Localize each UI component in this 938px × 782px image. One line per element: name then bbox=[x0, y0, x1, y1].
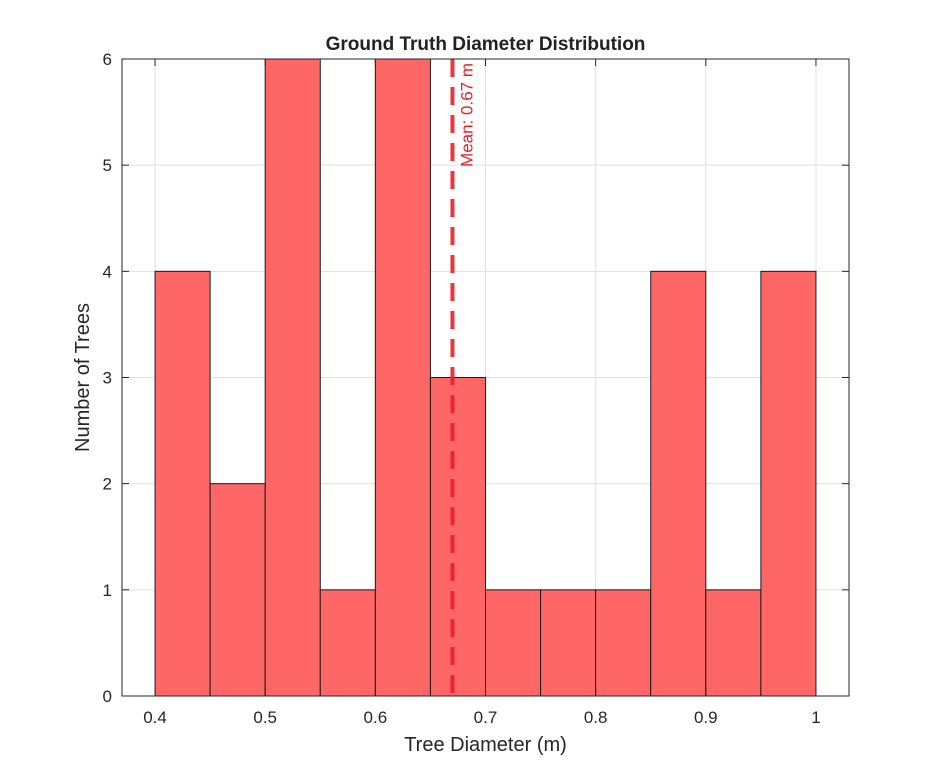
y-tick-label-6: 6 bbox=[103, 50, 112, 69]
x-tick-label-0: 0.4 bbox=[143, 708, 167, 727]
y-tick-label-5: 5 bbox=[103, 156, 112, 175]
y-tick-label-2: 2 bbox=[103, 475, 112, 494]
y-tick-label-4: 4 bbox=[103, 262, 112, 281]
histogram-bar-2 bbox=[264, 58, 321, 697]
x-tick-label-1: 0.5 bbox=[253, 708, 277, 727]
histogram-bar-6 bbox=[485, 589, 542, 697]
axis-ticks: 0.4 0.5 0.6 0.7 0.8 0.9 1 0 1 2 3 4 5 6 bbox=[103, 50, 849, 727]
histogram-bar-9 bbox=[650, 270, 707, 697]
y-tick-label-3: 3 bbox=[103, 369, 112, 388]
histogram-bar-1 bbox=[209, 483, 266, 697]
x-tick-label-5: 0.9 bbox=[694, 708, 718, 727]
chart-title: Ground Truth Diameter Distribution bbox=[326, 34, 646, 55]
y-tick-label-1: 1 bbox=[103, 581, 112, 600]
x-tick-label-3: 0.7 bbox=[474, 708, 498, 727]
histogram-bar-11 bbox=[760, 270, 817, 697]
histogram-bar-4 bbox=[374, 58, 431, 697]
y-tick-label-0: 0 bbox=[103, 687, 112, 706]
histogram-bar-10 bbox=[705, 589, 762, 697]
histogram-bar-7 bbox=[540, 589, 597, 697]
x-tick-label-6: 1 bbox=[811, 708, 820, 727]
y-axis-label: Number of Trees bbox=[72, 303, 94, 452]
histogram-bar-8 bbox=[595, 589, 652, 697]
x-tick-label-4: 0.8 bbox=[584, 708, 608, 727]
x-axis-label: Tree Diameter (m) bbox=[404, 734, 567, 756]
bars-group bbox=[154, 58, 817, 697]
mean-label: Mean: 0.67 m bbox=[457, 63, 476, 167]
histogram-bar-3 bbox=[319, 589, 376, 697]
histogram-bar-5 bbox=[429, 377, 487, 697]
histogram-bar-0 bbox=[154, 270, 211, 697]
mean-annotation: Mean: 0.67 m bbox=[450, 59, 476, 696]
x-tick-label-2: 0.6 bbox=[364, 708, 388, 727]
